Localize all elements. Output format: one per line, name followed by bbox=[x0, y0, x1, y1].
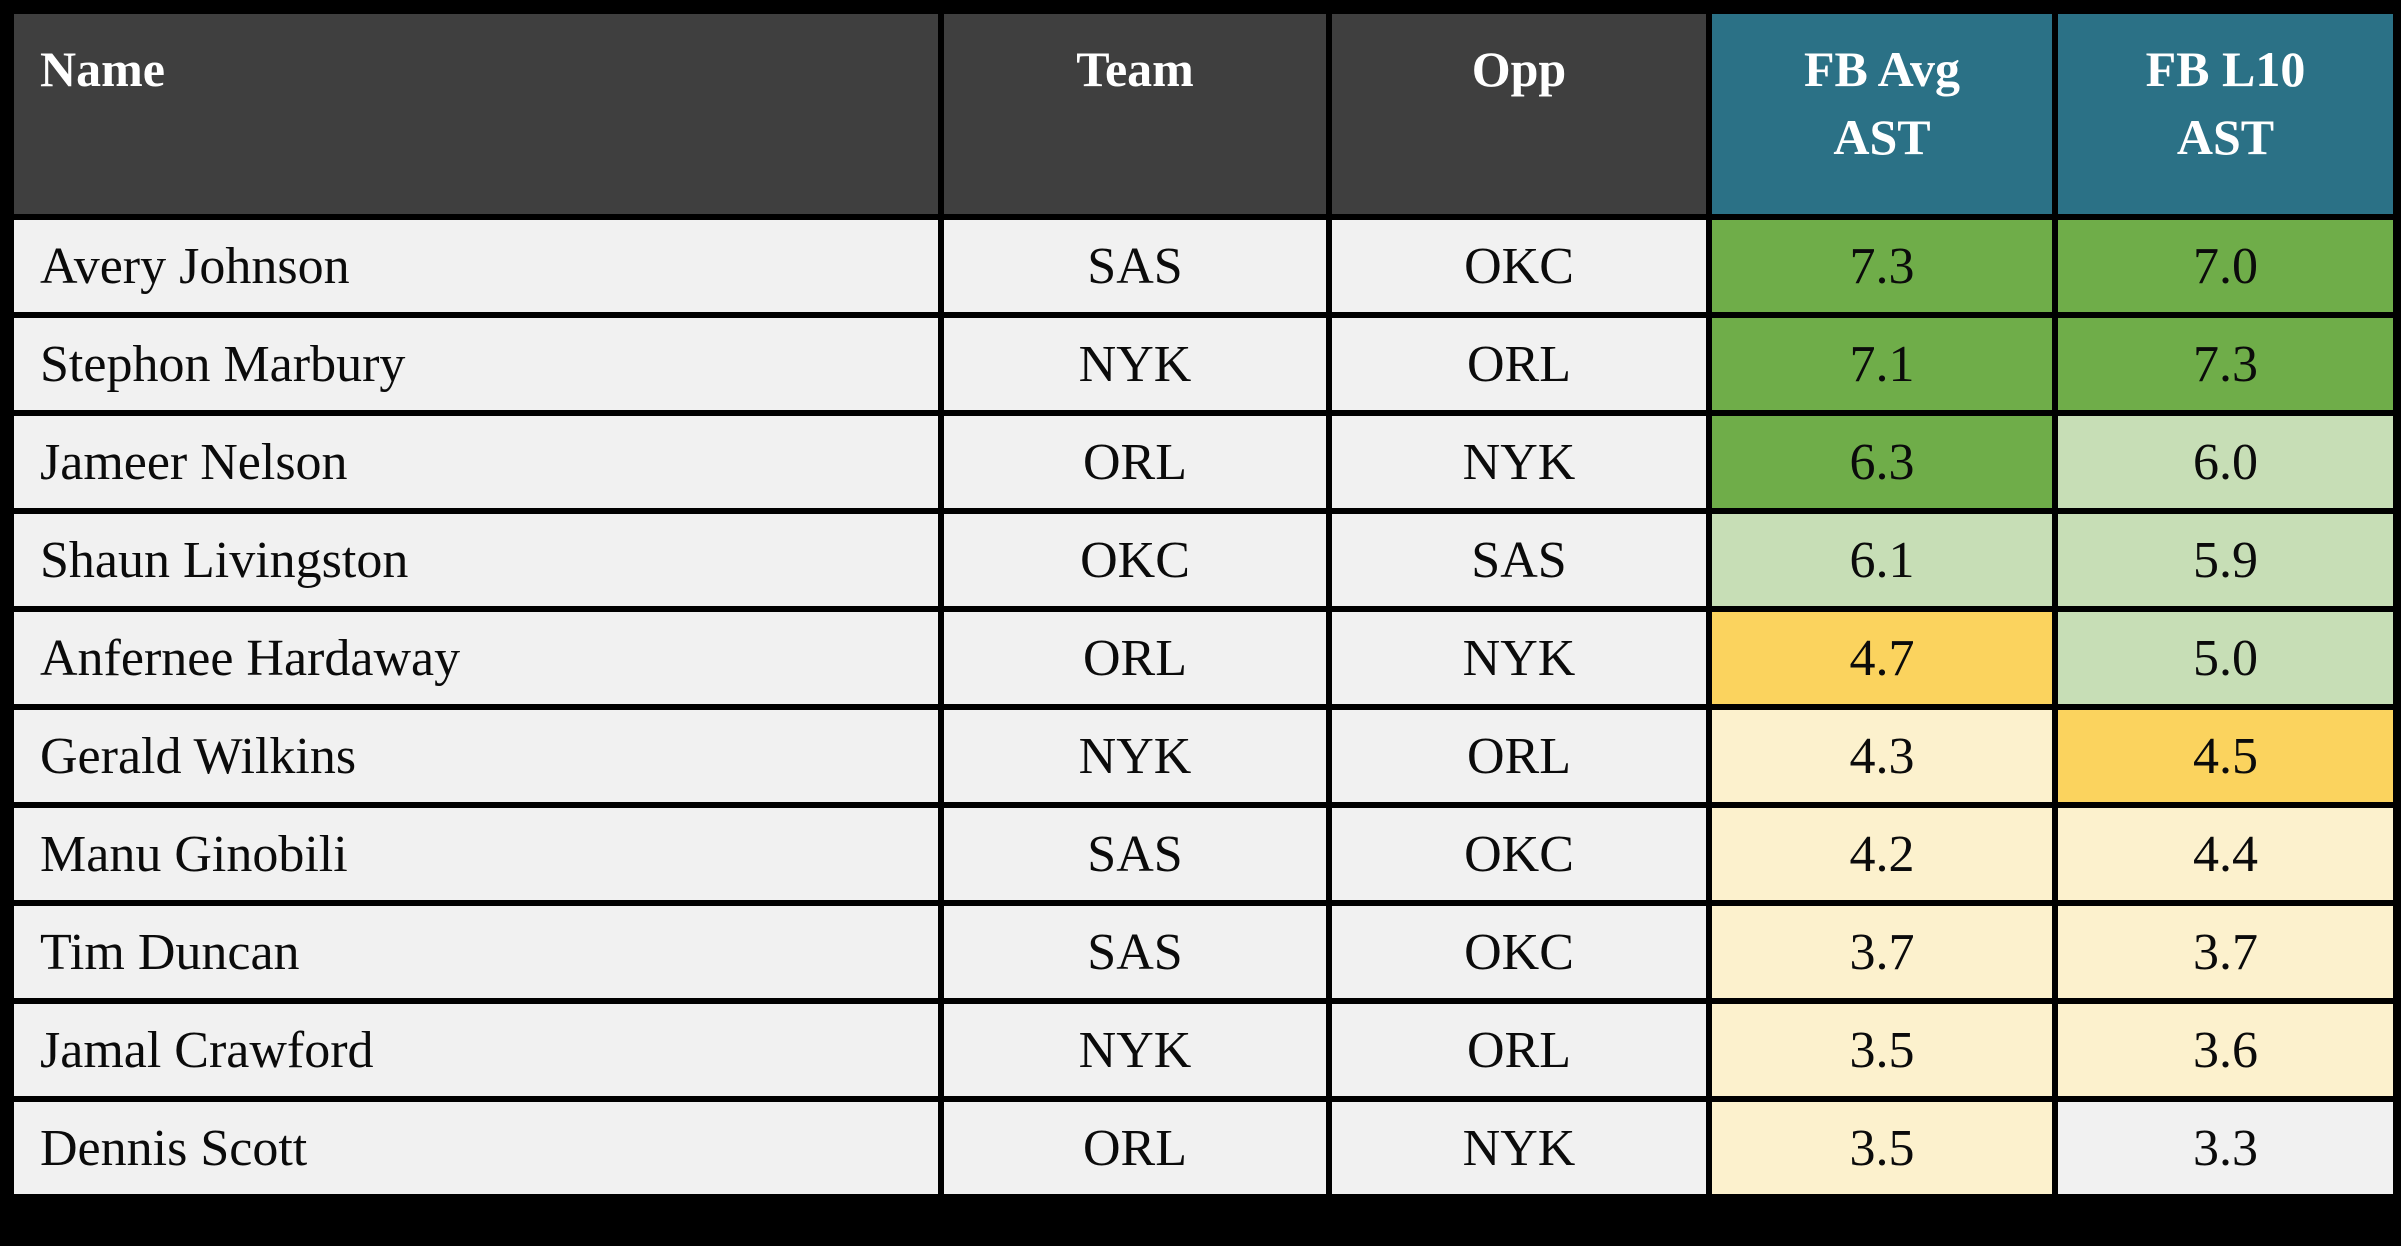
fb-l10-ast-cell: 3.6 bbox=[2052, 998, 2399, 1102]
fb-l10-ast-cell: 7.3 bbox=[2052, 312, 2399, 416]
opp-cell: NYK bbox=[1326, 606, 1712, 710]
team-cell: SAS bbox=[938, 214, 1332, 318]
table-body: Avery Johnson SAS OKC 7.3 7.0 Stephon Marbury… bbox=[8, 214, 2399, 1200]
opp-cell: ORL bbox=[1326, 704, 1712, 808]
team-cell: ORL bbox=[938, 1096, 1332, 1200]
table-row: Jamal Crawford NYK ORL 3.5 3.6 bbox=[8, 998, 2399, 1102]
team-cell: SAS bbox=[938, 900, 1332, 1004]
team-cell: OKC bbox=[938, 508, 1332, 612]
fb-l10-ast-cell: 3.3 bbox=[2052, 1096, 2399, 1200]
fb-l10-ast-cell: 3.7 bbox=[2052, 900, 2399, 1004]
opp-cell: SAS bbox=[1326, 508, 1712, 612]
fb-avg-ast-cell: 6.1 bbox=[1706, 508, 2058, 612]
fb-l10-ast-cell: 6.0 bbox=[2052, 410, 2399, 514]
table-row: Tim Duncan SAS OKC 3.7 3.7 bbox=[8, 900, 2399, 1004]
opp-cell: ORL bbox=[1326, 998, 1712, 1102]
opp-cell: ORL bbox=[1326, 312, 1712, 416]
opp-cell: OKC bbox=[1326, 802, 1712, 906]
fb-l10-ast-cell: 7.0 bbox=[2052, 214, 2399, 318]
table-header: Name Team Opp FB Avg AST FB L10 AST bbox=[8, 8, 2399, 220]
player-assists-table: Name Team Opp FB Avg AST FB L10 AST Aver… bbox=[8, 8, 2399, 1200]
player-name-cell: Gerald Wilkins bbox=[8, 704, 944, 808]
table-row: Anfernee Hardaway ORL NYK 4.7 5.0 bbox=[8, 606, 2399, 710]
table-row: Jameer Nelson ORL NYK 6.3 6.0 bbox=[8, 410, 2399, 514]
player-name-cell: Dennis Scott bbox=[8, 1096, 944, 1200]
fb-avg-ast-cell: 4.7 bbox=[1706, 606, 2058, 710]
fb-l10-ast-cell: 4.4 bbox=[2052, 802, 2399, 906]
team-cell: NYK bbox=[938, 704, 1332, 808]
header-fb-avg-ast: FB Avg AST bbox=[1706, 8, 2058, 220]
fb-avg-ast-cell: 3.5 bbox=[1706, 998, 2058, 1102]
team-cell: ORL bbox=[938, 410, 1332, 514]
fb-avg-ast-cell: 4.3 bbox=[1706, 704, 2058, 808]
team-cell: SAS bbox=[938, 802, 1332, 906]
fb-avg-ast-cell: 7.1 bbox=[1706, 312, 2058, 416]
team-cell: NYK bbox=[938, 312, 1332, 416]
fb-avg-ast-cell: 6.3 bbox=[1706, 410, 2058, 514]
fb-l10-ast-cell: 4.5 bbox=[2052, 704, 2399, 808]
header-fb-l10-ast: FB L10 AST bbox=[2052, 8, 2399, 220]
table-row: Stephon Marbury NYK ORL 7.1 7.3 bbox=[8, 312, 2399, 416]
opp-cell: NYK bbox=[1326, 410, 1712, 514]
player-name-cell: Anfernee Hardaway bbox=[8, 606, 944, 710]
opp-cell: OKC bbox=[1326, 214, 1712, 318]
header-row: Name Team Opp FB Avg AST FB L10 AST bbox=[8, 8, 2399, 220]
header-opp: Opp bbox=[1326, 8, 1712, 220]
team-cell: ORL bbox=[938, 606, 1332, 710]
table-row: Avery Johnson SAS OKC 7.3 7.0 bbox=[8, 214, 2399, 318]
player-name-cell: Stephon Marbury bbox=[8, 312, 944, 416]
fb-l10-ast-cell: 5.0 bbox=[2052, 606, 2399, 710]
player-name-cell: Jamal Crawford bbox=[8, 998, 944, 1102]
opp-cell: NYK bbox=[1326, 1096, 1712, 1200]
fb-avg-ast-cell: 3.7 bbox=[1706, 900, 2058, 1004]
table-row: Shaun Livingston OKC SAS 6.1 5.9 bbox=[8, 508, 2399, 612]
table-row: Gerald Wilkins NYK ORL 4.3 4.5 bbox=[8, 704, 2399, 808]
player-name-cell: Avery Johnson bbox=[8, 214, 944, 318]
fb-avg-ast-cell: 3.5 bbox=[1706, 1096, 2058, 1200]
table-row: Dennis Scott ORL NYK 3.5 3.3 bbox=[8, 1096, 2399, 1200]
fb-avg-ast-cell: 4.2 bbox=[1706, 802, 2058, 906]
header-name: Name bbox=[8, 8, 944, 220]
player-name-cell: Jameer Nelson bbox=[8, 410, 944, 514]
player-name-cell: Shaun Livingston bbox=[8, 508, 944, 612]
player-name-cell: Manu Ginobili bbox=[8, 802, 944, 906]
player-name-cell: Tim Duncan bbox=[8, 900, 944, 1004]
table-row: Manu Ginobili SAS OKC 4.2 4.4 bbox=[8, 802, 2399, 906]
opp-cell: OKC bbox=[1326, 900, 1712, 1004]
header-team: Team bbox=[938, 8, 1332, 220]
team-cell: NYK bbox=[938, 998, 1332, 1102]
fb-l10-ast-cell: 5.9 bbox=[2052, 508, 2399, 612]
fb-avg-ast-cell: 7.3 bbox=[1706, 214, 2058, 318]
